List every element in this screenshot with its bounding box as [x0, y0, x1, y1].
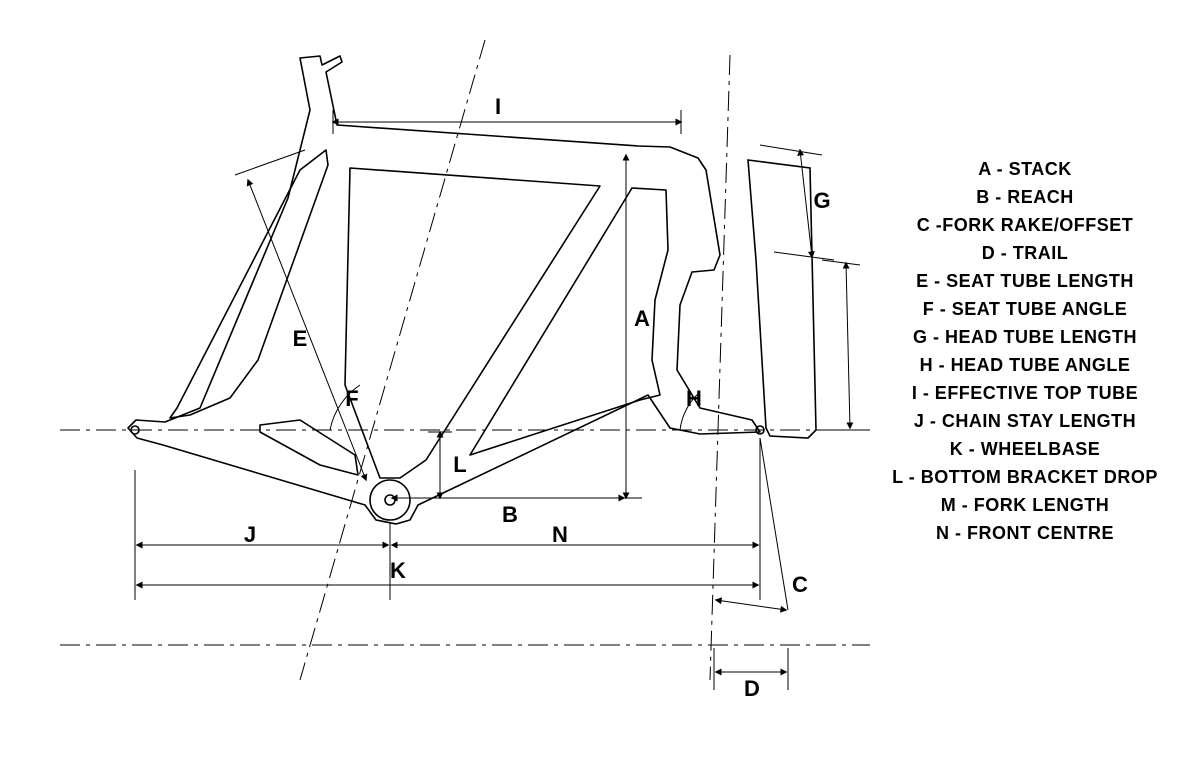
- label-L: L: [453, 452, 466, 477]
- label-N: N: [552, 522, 568, 547]
- label-E: E: [293, 326, 308, 351]
- legend-item: K - WHEELBASE: [890, 435, 1160, 463]
- label-K: K: [390, 558, 406, 583]
- label-I: I: [495, 94, 501, 119]
- bike-geometry-diagram: I G A E F H L B J N K C D A - STACK B - …: [0, 0, 1200, 762]
- legend-item: F - SEAT TUBE ANGLE: [890, 295, 1160, 323]
- label-J: J: [244, 522, 256, 547]
- legend: A - STACK B - REACH C -FORK RAKE/OFFSET …: [890, 155, 1160, 547]
- label-G: G: [813, 188, 830, 213]
- label-F: F: [345, 386, 358, 411]
- label-D: D: [744, 676, 760, 701]
- label-H: H: [686, 386, 702, 411]
- legend-item: C -FORK RAKE/OFFSET: [890, 211, 1160, 239]
- legend-item: L - BOTTOM BRACKET DROP: [890, 463, 1160, 491]
- legend-item: A - STACK: [890, 155, 1160, 183]
- label-A: A: [634, 306, 650, 331]
- label-C: C: [792, 572, 808, 597]
- legend-item: J - CHAIN STAY LENGTH: [890, 407, 1160, 435]
- legend-item: I - EFFECTIVE TOP TUBE: [890, 379, 1160, 407]
- legend-item: D - TRAIL: [890, 239, 1160, 267]
- legend-item: M - FORK LENGTH: [890, 491, 1160, 519]
- legend-item: N - FRONT CENTRE: [890, 519, 1160, 547]
- legend-item: G - HEAD TUBE LENGTH: [890, 323, 1160, 351]
- label-B: B: [502, 502, 518, 527]
- legend-item: B - REACH: [890, 183, 1160, 211]
- legend-item: E - SEAT TUBE LENGTH: [890, 267, 1160, 295]
- legend-item: H - HEAD TUBE ANGLE: [890, 351, 1160, 379]
